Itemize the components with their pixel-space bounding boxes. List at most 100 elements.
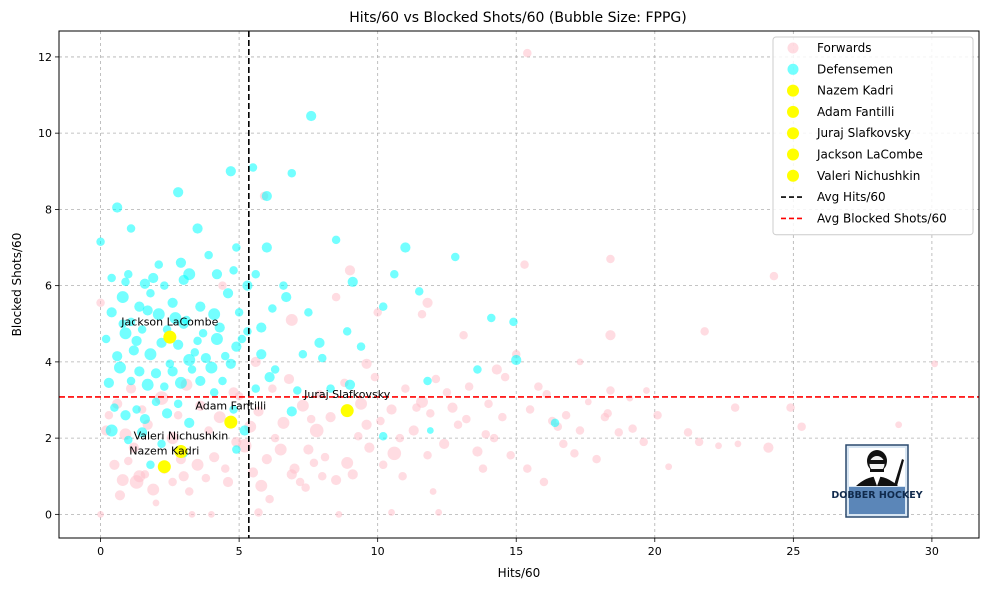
forward-point <box>347 469 358 480</box>
forward-point <box>213 411 226 424</box>
defenseman-point <box>314 337 325 348</box>
forward-point <box>306 414 316 424</box>
highlight-point <box>174 444 188 458</box>
defenseman-point <box>251 384 260 393</box>
forward-point <box>335 510 343 518</box>
forward-point <box>592 454 601 464</box>
defenseman-point <box>264 372 275 383</box>
defenseman-point <box>144 348 157 361</box>
forward-point <box>247 467 259 478</box>
forward-point <box>331 474 342 486</box>
forward-point <box>478 464 488 473</box>
legend-defensemen-marker <box>787 63 799 75</box>
forward-point <box>221 464 230 473</box>
legend: Forwards Defensemen Nazem Kadri Adam Fantil… <box>772 36 974 236</box>
defenseman-point <box>160 281 169 290</box>
forward-point <box>539 477 549 487</box>
forward-point <box>401 384 410 393</box>
forward-point <box>442 388 452 397</box>
defenseman-point <box>195 301 206 312</box>
forward-point <box>250 356 261 367</box>
legend-label: Nazem Kadri <box>817 84 893 98</box>
defenseman-point <box>134 301 145 312</box>
defenseman-point <box>232 243 241 252</box>
forward-point <box>431 374 441 384</box>
highlight-label: Nazem Kadri <box>129 445 199 458</box>
forward-point <box>523 464 532 473</box>
defenseman-point <box>167 366 178 377</box>
defenseman-point <box>139 413 151 425</box>
defenseman-point <box>293 386 302 395</box>
forward-point <box>173 411 183 420</box>
defenseman-point <box>342 327 352 336</box>
defenseman-point <box>126 317 136 327</box>
defenseman-point <box>211 269 223 280</box>
forward-point <box>439 438 450 449</box>
forward-point <box>575 426 585 435</box>
defenseman-point <box>96 237 105 247</box>
forward-point <box>561 411 571 420</box>
forward-point <box>639 437 648 447</box>
forward-point <box>341 456 354 469</box>
legend-label: Juraj Slafkovsky <box>816 126 911 140</box>
forward-point <box>320 452 330 462</box>
plot-frame <box>58 30 980 539</box>
forward-point <box>270 433 280 443</box>
forward-point <box>109 459 120 470</box>
legend-highlight-marker <box>787 105 799 118</box>
forward-point <box>125 383 137 394</box>
defenseman-point <box>248 163 258 172</box>
defenseman-point <box>195 375 206 387</box>
y-tick-label: 12 <box>38 51 52 64</box>
defenseman-point <box>304 308 313 317</box>
forward-point <box>261 453 272 465</box>
defenseman-point <box>326 384 335 393</box>
legend-forwards-marker <box>787 42 799 54</box>
defenseman-point <box>390 269 399 279</box>
forward-point <box>191 458 204 471</box>
forward-point <box>331 292 341 302</box>
highlight-point <box>163 330 177 344</box>
defenseman-point <box>141 378 154 391</box>
forward-point <box>364 442 375 453</box>
forward-point <box>104 411 114 420</box>
forward-point <box>231 436 242 448</box>
forward-point <box>730 403 740 412</box>
forward-point <box>422 297 433 308</box>
defenseman-point <box>187 365 197 374</box>
forward-point <box>116 474 129 487</box>
defenseman-point <box>261 242 272 253</box>
y-tick-label: 10 <box>38 127 52 140</box>
data-points <box>96 48 939 518</box>
defenseman-point <box>124 269 133 279</box>
defenseman-point <box>106 307 117 318</box>
defenseman-point <box>222 288 234 299</box>
y-tick-label: 2 <box>45 432 52 445</box>
defenseman-point <box>173 339 184 350</box>
forward-point <box>489 433 499 443</box>
forward-point <box>570 449 579 458</box>
forward-point <box>361 419 372 430</box>
defenseman-point <box>509 317 518 327</box>
forward-point <box>96 298 105 308</box>
forward-point <box>417 309 427 319</box>
forward-point <box>584 398 592 406</box>
forward-point <box>464 382 474 391</box>
legend-highlight-marker <box>787 148 799 161</box>
forward-point <box>520 260 529 269</box>
forward-point <box>447 402 458 413</box>
logo-text: DOBBER HOCKEY <box>831 490 922 501</box>
defenseman-point <box>167 297 178 308</box>
defenseman-point <box>154 260 164 269</box>
forward-point <box>797 422 806 431</box>
x-tick-label: 25 <box>786 545 800 558</box>
forward-point <box>309 423 324 438</box>
legend-highlight-marker <box>787 84 799 97</box>
forward-point <box>355 397 367 410</box>
defenseman-point <box>178 318 189 329</box>
defenseman-point <box>107 273 116 283</box>
forward-point <box>500 372 510 382</box>
defenseman-point <box>114 361 126 374</box>
forward-point <box>301 483 310 492</box>
forward-point <box>395 433 405 443</box>
